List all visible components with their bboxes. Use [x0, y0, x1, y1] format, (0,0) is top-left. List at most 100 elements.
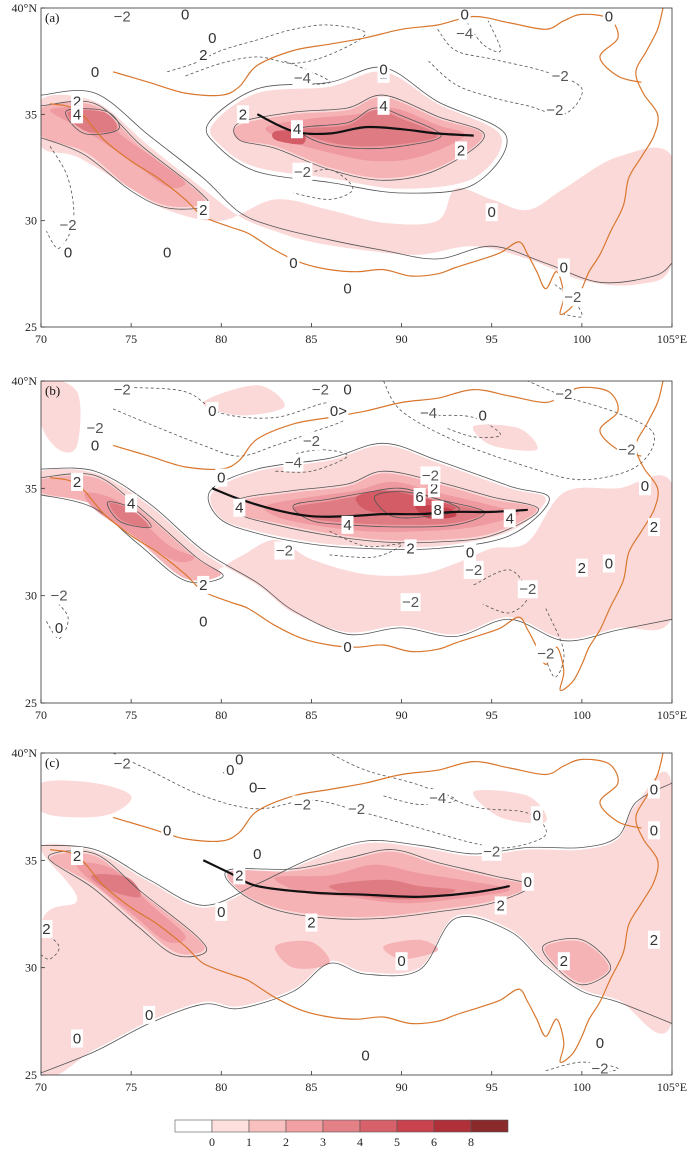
- contour-label: −2: [114, 9, 131, 26]
- contour-label-box: [418, 404, 439, 423]
- colorbar-swatch: [322, 1119, 361, 1133]
- y-tick-label: 30: [25, 961, 37, 975]
- contour-label: −4: [456, 26, 473, 43]
- contour-label-box: [179, 8, 192, 24]
- contour-label: −2: [552, 68, 569, 85]
- contour-label: −2: [276, 543, 293, 560]
- contour-label: 2: [73, 94, 81, 111]
- contour-label-box: [550, 67, 571, 86]
- contour-label: 0: [217, 470, 225, 487]
- contour-label-box: [292, 795, 313, 814]
- contour-label: 0: [650, 781, 658, 798]
- contour-label-box: [197, 612, 210, 631]
- colorbar-label: 0: [209, 1135, 215, 1149]
- contour-label-box: [494, 896, 507, 915]
- contour-label: 0: [488, 204, 496, 221]
- plateau-north-boundary: [112, 13, 642, 97]
- contour-label-box: [413, 487, 426, 506]
- contour-label-box: [400, 593, 421, 612]
- contour-label-box: [247, 778, 268, 797]
- contour-label: 0: [479, 407, 487, 424]
- panel-tag: (c): [45, 755, 59, 770]
- y-tick-label: 30: [25, 214, 37, 228]
- panel-frame: [40, 7, 673, 328]
- y-tick-label: 25: [25, 320, 37, 334]
- contour-label-box: [575, 558, 588, 577]
- x-tick-label: 95: [486, 1080, 498, 1094]
- contour-line: [233, 94, 485, 181]
- contour-label: 0–: [249, 779, 266, 796]
- x-tick-label: 90: [396, 708, 408, 722]
- y-tick-label: 35: [25, 107, 37, 121]
- contour-label-box: [602, 8, 615, 26]
- contour-label: 0: [217, 904, 225, 921]
- y-tick-label: 40°N: [12, 1, 38, 15]
- x-tick-label: 80: [215, 332, 227, 346]
- colorbar-label: 5: [394, 1135, 400, 1149]
- contour-label: −2: [303, 433, 320, 450]
- x-tick-label: 75: [125, 708, 137, 722]
- contour-label: −2: [465, 562, 482, 579]
- contour-label-box: [274, 541, 295, 560]
- contour-label-box: [521, 872, 534, 891]
- contour-label-box: [112, 754, 133, 773]
- contour-label: 4: [235, 500, 243, 517]
- contour-label-box: [535, 644, 556, 663]
- x-tick-label: 95: [486, 332, 498, 346]
- filled-region: [41, 94, 672, 286]
- filled-region: [544, 940, 609, 983]
- contour-label: 0: [55, 620, 63, 637]
- contour-label: −2: [114, 756, 131, 773]
- colorbar-swatch: [433, 1119, 472, 1133]
- negative-contour-line: [383, 381, 655, 481]
- contour-label-box: [553, 384, 574, 403]
- contour-label: 0: [91, 64, 99, 81]
- contour-label-box: [125, 494, 138, 513]
- colorbar-swatch: [285, 1119, 324, 1133]
- contour-label-box: [328, 402, 349, 421]
- contour-label: 0: [379, 62, 387, 79]
- contour-label: 0: [64, 245, 72, 262]
- filled-region: [41, 381, 81, 453]
- contour-label: 4: [506, 510, 514, 527]
- contour-label-box: [544, 101, 565, 120]
- contour-label-box: [62, 243, 75, 262]
- contour-label-box: [346, 799, 367, 818]
- contour-line: [65, 108, 120, 136]
- panel-tag: (b): [45, 383, 60, 398]
- contour-label-box: [89, 62, 102, 81]
- contour-label: 2: [73, 474, 81, 491]
- contour-label-box: [197, 45, 210, 64]
- contour-label: 4: [379, 98, 387, 115]
- map-panel: 0240−20202442−22−2000000−2−40−2−20−42(a)…: [12, 1, 688, 346]
- filled-region: [41, 771, 672, 1075]
- contour-label: −4: [429, 790, 446, 807]
- contour-label-box: [481, 842, 502, 861]
- contour-label: 0>: [330, 403, 347, 420]
- plateau-north-boundary: [112, 758, 642, 843]
- y-tick-label: 40°N: [12, 374, 38, 388]
- contour-label: 4: [127, 495, 135, 512]
- contour-label: 0: [289, 255, 297, 272]
- x-tick-label: 90: [396, 332, 408, 346]
- colorbar-swatch: [359, 1119, 398, 1133]
- contour-label: 0: [533, 807, 541, 824]
- contour-label: 0: [605, 555, 613, 572]
- contour-label-box: [341, 638, 354, 657]
- contour-label-box: [377, 96, 390, 115]
- filled-region: [473, 790, 547, 824]
- contour-line: [41, 467, 672, 642]
- contour-label-box: [161, 821, 174, 840]
- filled-region: [41, 780, 132, 818]
- contour-label-box: [310, 381, 331, 399]
- contour-label-box: [455, 141, 468, 160]
- contour-label-box: [458, 8, 471, 24]
- contour-label-box: [233, 498, 246, 517]
- contour-label-box: [41, 920, 53, 939]
- contour-label-box: [206, 28, 219, 47]
- panel-frame: [40, 752, 673, 1076]
- contour-label-box: [341, 279, 354, 298]
- plateau-boundary: [49, 753, 664, 1064]
- contour-label-box: [647, 780, 660, 799]
